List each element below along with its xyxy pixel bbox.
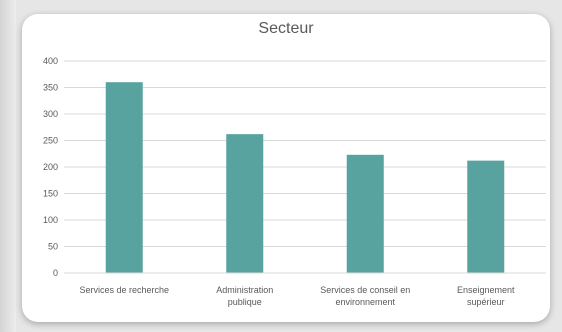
y-tick-label: 250 [43,136,58,146]
y-tick-label: 350 [43,83,58,93]
background-panel-edge [0,0,16,332]
x-category-label: publique [228,297,262,307]
y-tick-label: 100 [43,215,58,225]
y-tick-label: 0 [53,268,58,278]
x-category-label: Services de conseil en [320,285,410,295]
chart-card: Secteur 0 50 100 150 200 250 300 350 400 Service… [22,14,550,322]
x-axis-labels: Services de recherche Administration publi… [79,285,515,307]
bar [105,82,143,273]
x-category-label: Enseignement [457,285,515,295]
bar [467,160,505,273]
bar [226,134,264,273]
gridlines [64,60,546,247]
bars [105,82,505,273]
x-category-label: Services de recherche [79,285,169,295]
x-category-label: Administration [216,285,273,295]
x-category-label: environnement [335,297,395,307]
x-category-label: supérieur [467,297,505,307]
y-tick-label: 300 [43,109,58,119]
bar-chart: 0 50 100 150 200 250 300 350 400 Services de rec… [43,56,546,307]
chart-title: Secteur [258,20,314,37]
y-tick-label: 50 [48,242,58,252]
y-axis-ticks: 0 50 100 150 200 250 300 350 400 [43,56,58,278]
y-tick-label: 150 [43,189,58,199]
y-tick-label: 400 [43,56,58,66]
bar [346,154,384,273]
y-tick-label: 200 [43,162,58,172]
